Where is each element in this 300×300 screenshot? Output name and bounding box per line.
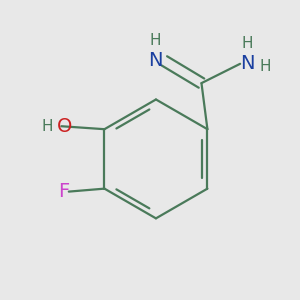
Text: H: H [150,32,161,47]
Text: N: N [148,51,163,70]
Text: F: F [58,182,69,201]
Text: O: O [57,117,72,136]
Text: N: N [240,54,255,73]
Text: H: H [41,119,53,134]
Text: H: H [242,36,253,51]
Text: H: H [260,59,271,74]
